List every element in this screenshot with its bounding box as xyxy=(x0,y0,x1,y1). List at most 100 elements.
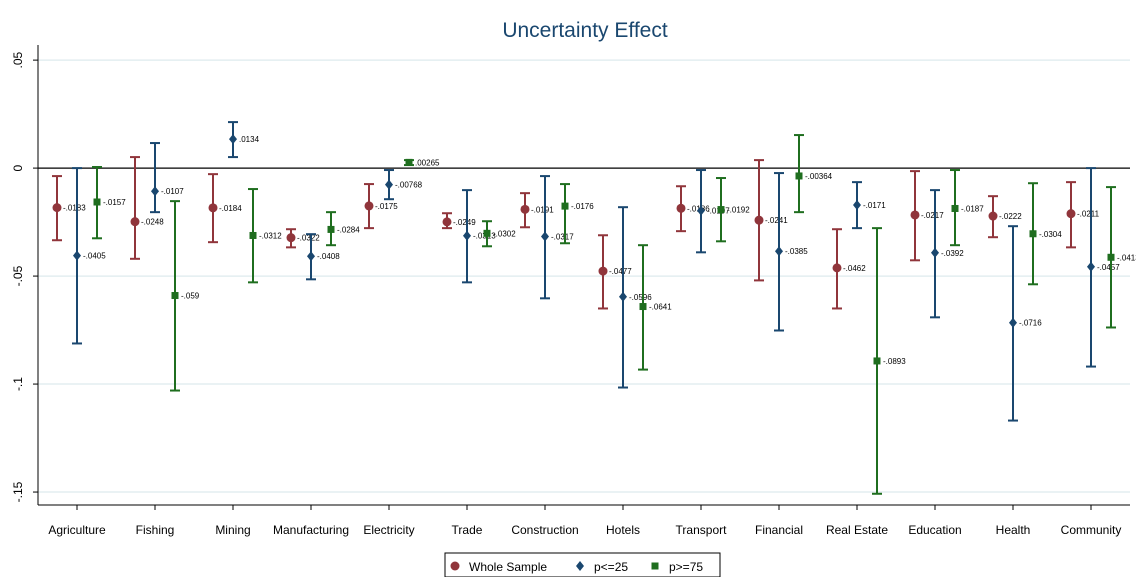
legend-label: Whole Sample xyxy=(469,560,547,574)
x-tick-label: Construction xyxy=(511,523,578,537)
marker xyxy=(1029,230,1037,238)
x-tick-label: Mining xyxy=(215,523,250,537)
value-label: -.0171 xyxy=(863,201,886,210)
marker xyxy=(598,266,608,276)
marker xyxy=(327,225,335,233)
value-label: -.059 xyxy=(181,292,200,301)
marker xyxy=(307,251,315,262)
value-label: -.0107 xyxy=(161,187,184,196)
marker xyxy=(931,247,939,258)
marker xyxy=(463,230,471,241)
value-label: -.0385 xyxy=(785,247,808,256)
value-label: -.0641 xyxy=(649,303,672,312)
value-label: -.0317 xyxy=(551,233,574,242)
value-label: -.0302 xyxy=(493,229,516,238)
value-label: -.0596 xyxy=(629,293,652,302)
marker xyxy=(151,186,159,197)
value-label: -.0312 xyxy=(259,231,282,240)
value-label: -.0183 xyxy=(63,204,86,213)
legend-label: p>=75 xyxy=(669,560,703,574)
marker xyxy=(93,198,101,206)
marker xyxy=(442,217,452,227)
x-tick-label: Health xyxy=(996,523,1031,537)
value-label: -.0192 xyxy=(727,206,750,215)
marker xyxy=(873,357,881,365)
value-label: -.0157 xyxy=(103,198,126,207)
marker xyxy=(619,291,627,302)
marker xyxy=(1087,261,1095,272)
legend-marker xyxy=(450,561,460,571)
marker xyxy=(676,203,686,213)
value-label: -.00364 xyxy=(805,172,833,181)
marker xyxy=(520,204,530,214)
chart-title: Uncertainty Effect xyxy=(502,19,668,42)
value-label: -.0241 xyxy=(765,216,788,225)
value-label: -.0249 xyxy=(453,218,476,227)
x-tick-label: Fishing xyxy=(136,523,175,537)
value-label: -.0893 xyxy=(883,357,906,366)
marker xyxy=(130,217,140,227)
value-label: -.0184 xyxy=(219,204,242,213)
y-tick-label: -.1 xyxy=(11,377,25,391)
y-tick-label: .05 xyxy=(11,51,25,68)
x-tick-label: Hotels xyxy=(606,523,640,537)
marker xyxy=(541,231,549,242)
marker xyxy=(853,200,861,211)
marker xyxy=(208,203,218,213)
value-label: .00265 xyxy=(415,158,440,167)
marker xyxy=(775,246,783,257)
marker xyxy=(171,292,179,300)
value-label: -.0191 xyxy=(531,205,554,214)
value-label: -.0284 xyxy=(337,225,360,234)
x-tick-label: Financial xyxy=(755,523,803,537)
marker xyxy=(483,229,491,237)
x-tick-label: Real Estate xyxy=(826,523,888,537)
marker xyxy=(754,215,764,225)
marker xyxy=(405,158,413,166)
value-label: -.0322 xyxy=(297,234,320,243)
marker xyxy=(561,202,569,210)
marker xyxy=(249,231,257,239)
x-tick-label: Manufacturing xyxy=(273,523,349,537)
marker xyxy=(286,233,296,243)
marker xyxy=(988,211,998,221)
x-tick-label: Agriculture xyxy=(48,523,106,537)
marker xyxy=(1066,209,1076,219)
marker xyxy=(385,179,393,190)
marker xyxy=(364,201,374,211)
marker xyxy=(52,203,62,213)
marker xyxy=(1107,253,1115,261)
marker xyxy=(697,205,705,216)
marker xyxy=(910,210,920,220)
value-label: -.0211 xyxy=(1077,210,1100,219)
marker xyxy=(73,250,81,261)
value-label: .0134 xyxy=(239,135,260,144)
value-label: -.0248 xyxy=(141,218,164,227)
value-label: -.0392 xyxy=(941,249,964,258)
marker xyxy=(229,134,237,145)
legend-marker xyxy=(576,561,584,571)
value-label: -.0408 xyxy=(317,252,340,261)
value-label: -.0175 xyxy=(375,202,398,211)
marker xyxy=(795,172,803,180)
value-label: -.0187 xyxy=(961,204,984,213)
value-label: -.0405 xyxy=(83,252,106,261)
value-label: -.0413 xyxy=(1117,253,1136,262)
legend-marker xyxy=(651,562,659,570)
value-label: -.0176 xyxy=(571,202,594,211)
value-label: -.0462 xyxy=(843,264,866,273)
y-tick-label: -.05 xyxy=(11,265,25,286)
x-tick-label: Transport xyxy=(676,523,728,537)
x-tick-label: Electricity xyxy=(363,523,414,537)
value-label: -.0222 xyxy=(999,212,1022,221)
x-tick-label: Community xyxy=(1061,523,1122,537)
y-tick-label: -.15 xyxy=(11,481,25,502)
marker xyxy=(639,303,647,311)
x-tick-label: Education xyxy=(908,523,961,537)
marker xyxy=(1009,317,1017,328)
value-label: -.0716 xyxy=(1019,319,1042,328)
marker xyxy=(832,263,842,273)
y-tick-label: 0 xyxy=(11,164,25,171)
